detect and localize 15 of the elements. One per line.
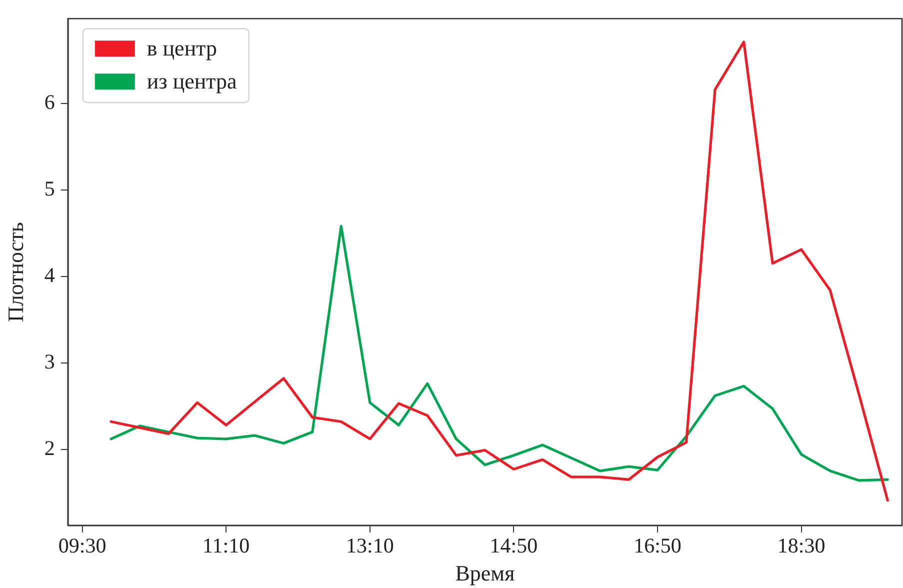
y-tick-label: 3 <box>44 349 55 374</box>
y-tick-label: 5 <box>44 176 55 200</box>
x-tick-label: 11:10 <box>202 534 250 558</box>
x-axis-title: Время <box>455 560 515 586</box>
y-tick-label: 6 <box>44 90 55 114</box>
legend-label: из центра <box>146 68 238 94</box>
legend-label: в центр <box>146 35 217 60</box>
x-tick-label: 13:10 <box>346 534 394 558</box>
x-tick-label: 09:30 <box>58 534 106 558</box>
x-tick-label: 14:50 <box>490 534 538 558</box>
x-tick-label: 16:50 <box>634 534 682 558</box>
y-axis-title: Плотность <box>2 222 28 322</box>
y-tick-label: 4 <box>44 262 56 287</box>
x-tick-label: 18:30 <box>777 534 826 558</box>
y-tick-label: 2 <box>44 436 55 460</box>
